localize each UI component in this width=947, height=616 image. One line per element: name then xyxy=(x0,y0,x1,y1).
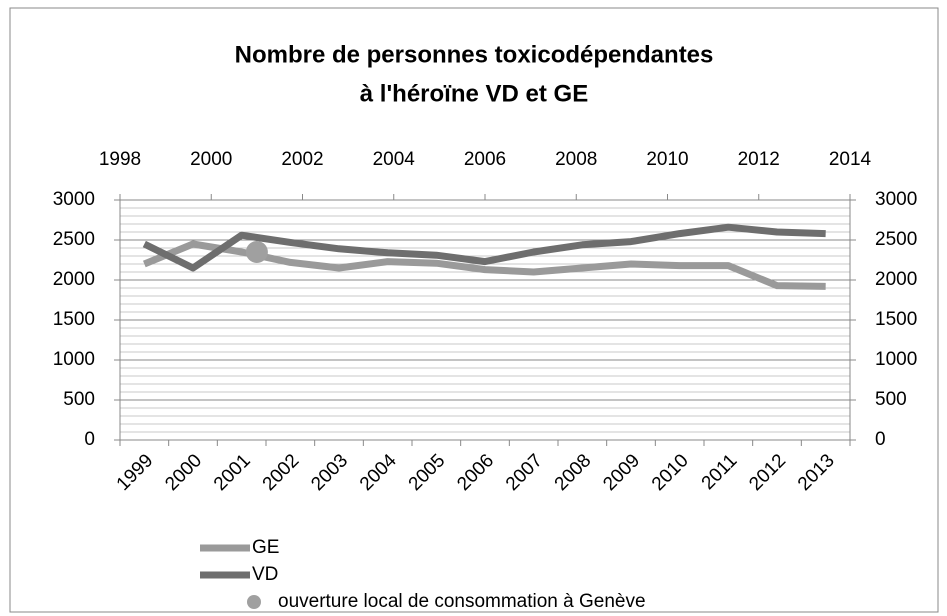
x2-tick-label: 2010 xyxy=(646,149,688,170)
legend-label: GE xyxy=(252,537,279,558)
legend-label: ouverture local de consommation à Genève xyxy=(278,591,646,612)
y2-tick-label: 0 xyxy=(875,429,886,450)
x2-tick-label: 2014 xyxy=(829,149,872,170)
legend-marker xyxy=(247,595,261,609)
chart-border xyxy=(9,7,939,613)
x2-tick-label: 2008 xyxy=(555,149,597,170)
x2-tick-label: 2004 xyxy=(373,149,416,170)
x2-tick-label: 2006 xyxy=(464,149,506,170)
x2-tick-label: 2000 xyxy=(190,149,232,170)
x2-tick-label: 2012 xyxy=(738,149,780,170)
y-tick-label: 0 xyxy=(84,429,95,450)
chart-title: Nombre de personnes toxicodépendantes xyxy=(235,41,714,68)
point xyxy=(245,241,268,263)
y-tick-label: 1000 xyxy=(53,349,95,370)
y2-tick-label: 2500 xyxy=(875,229,917,250)
y2-tick-label: 3000 xyxy=(875,189,917,210)
x2-tick-label: 1998 xyxy=(99,149,141,170)
y-tick-label: 1500 xyxy=(53,309,95,330)
y2-tick-label: 2000 xyxy=(875,269,917,290)
y-tick-label: 500 xyxy=(63,389,95,410)
legend-label: VD xyxy=(252,564,278,585)
y-tick-label: 2500 xyxy=(53,229,95,250)
y2-tick-label: 1000 xyxy=(875,349,917,370)
line xyxy=(142,223,826,272)
y-tick-label: 3000 xyxy=(53,189,95,210)
y2-tick-label: 1500 xyxy=(875,309,917,330)
x2-tick-label: 2002 xyxy=(281,149,323,170)
y2-tick-label: 500 xyxy=(875,389,907,410)
chart-title: à l'héroïne VD et GE xyxy=(360,80,588,107)
y-tick-label: 2000 xyxy=(53,269,95,290)
